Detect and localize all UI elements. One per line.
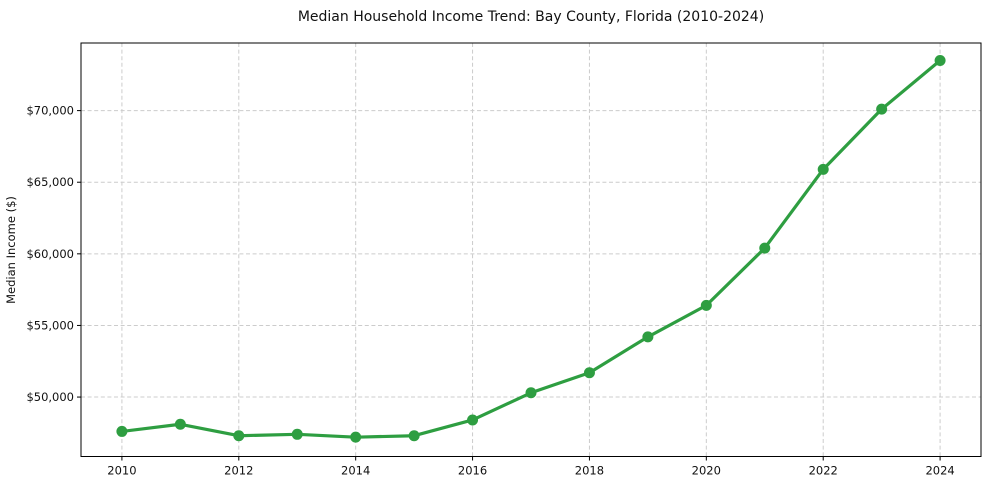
tick-labels: $50,000 $55,000 $60,000 $65,000 $70,000 2010 2… <box>26 104 954 478</box>
x-tick-label: 2018 <box>575 464 604 478</box>
data-point <box>876 103 888 115</box>
plot-frame <box>80 42 982 457</box>
y-tick-label: $70,000 <box>26 104 74 118</box>
x-tick-label: 2012 <box>224 464 253 478</box>
data-point <box>583 367 595 379</box>
y-axis-label: Median Income ($) <box>4 196 18 304</box>
x-tick-label: 2022 <box>809 464 838 478</box>
data-point <box>642 331 654 343</box>
x-tick-label: 2016 <box>458 464 487 478</box>
data-point <box>467 414 479 426</box>
data-point <box>116 425 128 437</box>
series-line <box>120 58 942 439</box>
data-point <box>700 299 712 311</box>
data-point <box>934 54 946 66</box>
data-point <box>817 163 829 175</box>
data-point <box>174 418 186 430</box>
data-point <box>233 430 245 442</box>
data-point <box>759 242 771 254</box>
y-tick-label: $55,000 <box>26 318 74 332</box>
data-point <box>291 428 303 440</box>
x-tick-label: 2020 <box>692 464 721 478</box>
x-tick-label: 2024 <box>925 464 954 478</box>
axis-ticks <box>77 110 941 461</box>
data-series <box>116 54 946 443</box>
data-point <box>408 430 420 442</box>
x-tick-label: 2014 <box>341 464 370 478</box>
data-point <box>350 431 362 443</box>
x-tick-label: 2010 <box>107 464 136 478</box>
y-tick-label: $60,000 <box>26 247 74 261</box>
chart-title: Median Household Income Trend: Bay Count… <box>298 9 764 25</box>
data-point <box>525 387 537 399</box>
y-tick-label: $65,000 <box>26 175 74 189</box>
y-tick-label: $50,000 <box>26 390 74 404</box>
